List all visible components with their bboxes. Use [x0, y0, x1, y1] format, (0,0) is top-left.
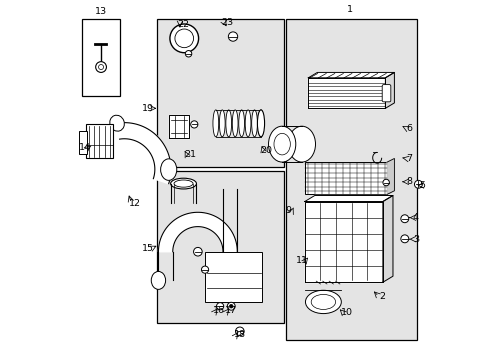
Ellipse shape — [251, 110, 257, 137]
Polygon shape — [158, 212, 237, 252]
Ellipse shape — [225, 110, 231, 137]
Polygon shape — [304, 202, 382, 282]
Circle shape — [99, 64, 103, 69]
Polygon shape — [382, 195, 392, 282]
Circle shape — [169, 24, 198, 53]
Ellipse shape — [258, 110, 264, 137]
Text: 4: 4 — [412, 213, 418, 222]
FancyBboxPatch shape — [382, 85, 390, 102]
Text: 21: 21 — [183, 150, 196, 159]
Text: 8: 8 — [406, 177, 411, 186]
Circle shape — [175, 29, 193, 48]
Circle shape — [96, 62, 106, 72]
Text: 14: 14 — [79, 143, 91, 152]
Ellipse shape — [268, 126, 295, 162]
Circle shape — [235, 327, 244, 336]
Circle shape — [400, 235, 408, 243]
Text: 13: 13 — [95, 7, 107, 16]
Bar — [86, 125, 113, 158]
Ellipse shape — [174, 180, 193, 187]
Text: 10: 10 — [340, 308, 352, 317]
Circle shape — [228, 32, 237, 41]
Circle shape — [185, 50, 191, 57]
Polygon shape — [308, 72, 394, 78]
Ellipse shape — [160, 159, 176, 180]
Text: 15: 15 — [142, 244, 154, 253]
Ellipse shape — [110, 115, 124, 131]
Circle shape — [201, 266, 208, 273]
Ellipse shape — [151, 271, 165, 289]
Ellipse shape — [257, 110, 264, 137]
Bar — [156, 19, 284, 167]
Ellipse shape — [287, 126, 315, 162]
Bar — [285, 19, 416, 339]
Ellipse shape — [232, 110, 238, 137]
Circle shape — [400, 215, 408, 223]
Text: 20: 20 — [260, 146, 272, 155]
Polygon shape — [168, 116, 188, 138]
Ellipse shape — [170, 178, 196, 189]
Text: 9: 9 — [285, 206, 291, 215]
Polygon shape — [386, 158, 394, 194]
Text: 12: 12 — [129, 199, 141, 208]
Text: 17: 17 — [224, 306, 236, 315]
Ellipse shape — [238, 110, 244, 137]
Text: 7: 7 — [406, 154, 411, 163]
Ellipse shape — [305, 290, 341, 314]
Text: 2: 2 — [379, 292, 385, 301]
Circle shape — [216, 303, 223, 310]
Circle shape — [382, 179, 388, 186]
Circle shape — [190, 121, 198, 128]
Text: 5: 5 — [419, 181, 425, 190]
Ellipse shape — [212, 110, 218, 137]
Circle shape — [229, 305, 233, 308]
Text: 6: 6 — [406, 123, 411, 132]
Bar — [79, 131, 86, 154]
Circle shape — [414, 180, 422, 188]
Polygon shape — [304, 195, 392, 202]
Polygon shape — [117, 123, 171, 184]
Text: 22: 22 — [177, 19, 189, 28]
Ellipse shape — [310, 294, 335, 310]
Bar — [304, 162, 386, 194]
Text: 16: 16 — [213, 306, 225, 315]
Circle shape — [193, 247, 202, 256]
Ellipse shape — [219, 110, 224, 137]
Bar — [204, 252, 262, 302]
Bar — [156, 171, 284, 323]
Ellipse shape — [273, 134, 290, 155]
Polygon shape — [385, 72, 394, 108]
Text: 19: 19 — [142, 104, 154, 113]
Polygon shape — [308, 78, 385, 108]
Text: 23: 23 — [221, 18, 233, 27]
Circle shape — [227, 302, 235, 310]
Text: 1: 1 — [346, 5, 352, 14]
Text: 3: 3 — [412, 235, 418, 244]
Text: 11: 11 — [295, 256, 307, 265]
Text: 18: 18 — [233, 330, 245, 339]
Bar — [82, 19, 120, 96]
Ellipse shape — [244, 110, 250, 137]
